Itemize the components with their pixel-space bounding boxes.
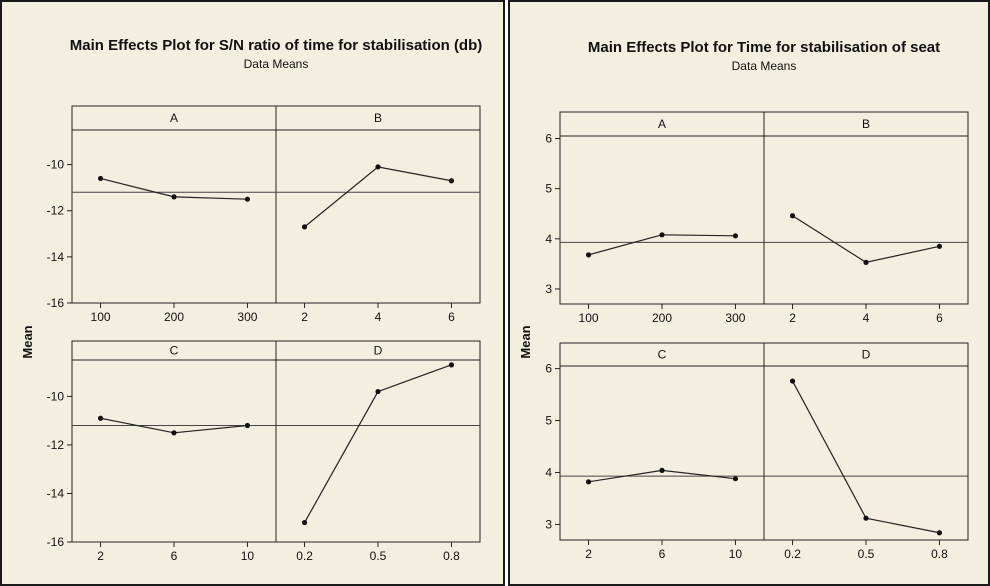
- x-tick-label: 0.8: [931, 547, 948, 561]
- chart-panel-sn-ratio: Main Effects Plot for S/N ratio of time …: [0, 0, 505, 586]
- panel-frame-D: [275, 359, 481, 543]
- y-axis-label: Mean: [518, 325, 533, 358]
- y-tick-label: -10: [47, 158, 65, 172]
- y-tick-label: -14: [47, 250, 65, 264]
- x-tick-label: 6: [659, 547, 666, 561]
- chart-time-svg: Main Effects Plot for Time for stabilisa…: [518, 39, 969, 561]
- series-line-D: [304, 364, 452, 523]
- data-point-C-2: [659, 467, 665, 473]
- data-point-C-1: [585, 479, 592, 485]
- series-line-A: [588, 234, 736, 256]
- data-point-A-2: [171, 194, 177, 200]
- panel-frame-B: [763, 135, 969, 305]
- data-point-A-3: [732, 233, 739, 239]
- panel-frame-B: [275, 129, 481, 304]
- data-point-A-1: [97, 175, 104, 182]
- chart-panel-time: Main Effects Plot for Time for stabilisa…: [508, 0, 990, 586]
- chart-subtitle: Data Means: [732, 59, 797, 73]
- data-point-D-3: [448, 362, 455, 368]
- data-point-B-1: [789, 213, 796, 219]
- panel-strip-label: A: [658, 117, 666, 131]
- y-tick-label: 6: [545, 362, 552, 376]
- data-point-B-1: [301, 224, 308, 230]
- panel-frame-C: [559, 365, 765, 541]
- data-point-C-2: [171, 430, 177, 436]
- y-tick-label: 5: [545, 414, 552, 428]
- x-tick-label: 2: [585, 547, 592, 561]
- data-point-D-1: [789, 378, 796, 384]
- y-tick-label: 4: [545, 465, 552, 479]
- data-point-A-3: [244, 196, 251, 202]
- x-tick-label: 2: [301, 310, 308, 324]
- y-tick-label: 4: [545, 232, 552, 246]
- x-tick-label: 0.2: [296, 549, 313, 563]
- data-point-B-2: [375, 164, 381, 170]
- x-tick-label: 10: [241, 549, 255, 563]
- panel-frame-A: [71, 129, 277, 304]
- y-tick-label: -10: [47, 389, 65, 403]
- chart-subtitle: Data Means: [244, 57, 309, 71]
- x-tick-label: 0.5: [370, 549, 387, 563]
- y-tick-label: 3: [545, 517, 552, 531]
- chart-title: Main Effects Plot for S/N ratio of time …: [70, 37, 483, 54]
- series-line-B: [304, 166, 452, 228]
- x-tick-label: 300: [237, 310, 257, 324]
- x-tick-label: 6: [171, 549, 178, 563]
- x-tick-label: 10: [729, 547, 743, 561]
- x-tick-label: 200: [164, 310, 184, 324]
- x-tick-label: 4: [375, 310, 382, 324]
- data-point-B-2: [863, 259, 869, 265]
- data-point-A-2: [659, 232, 665, 238]
- y-tick-label: 6: [545, 132, 552, 146]
- panel-strip-label: B: [374, 111, 382, 125]
- panel-strip-label: B: [862, 117, 870, 131]
- y-tick-label: -14: [47, 486, 65, 500]
- chart-title: Main Effects Plot for Time for stabilisa…: [588, 39, 940, 56]
- panel-strip-label: D: [374, 344, 383, 358]
- data-point-B-3: [936, 243, 943, 249]
- panel-strip-label: A: [170, 111, 178, 125]
- data-point-D-2: [863, 515, 869, 521]
- x-tick-label: 100: [579, 311, 599, 325]
- x-tick-label: 2: [97, 549, 104, 563]
- data-point-A-1: [585, 252, 592, 258]
- panel-strip-label: D: [862, 348, 871, 362]
- data-point-C-3: [244, 422, 251, 429]
- panel-strip-label: C: [658, 348, 667, 362]
- x-tick-label: 6: [936, 311, 943, 325]
- x-tick-label: 4: [863, 311, 870, 325]
- y-tick-label: -16: [47, 535, 65, 549]
- y-tick-label: 5: [545, 182, 552, 196]
- y-tick-label: -16: [47, 296, 65, 310]
- x-tick-label: 200: [652, 311, 672, 325]
- data-point-D-3: [936, 530, 943, 536]
- data-point-D-1: [301, 519, 308, 526]
- x-tick-label: 0.8: [443, 549, 460, 563]
- panel-frame-D: [763, 365, 969, 541]
- y-tick-label: -12: [47, 204, 65, 218]
- x-tick-label: 2: [789, 311, 796, 325]
- x-tick-label: 100: [91, 310, 111, 324]
- series-line-B: [792, 215, 940, 264]
- x-tick-label: 6: [448, 310, 455, 324]
- series-line-D: [792, 380, 940, 534]
- chart-sn-ratio-svg: Main Effects Plot for S/N ratio of time …: [20, 37, 483, 563]
- data-point-D-2: [375, 388, 381, 395]
- x-tick-label: 300: [725, 311, 745, 325]
- data-point-B-3: [448, 178, 455, 184]
- y-tick-label: 3: [545, 282, 552, 296]
- panel-strip-label: C: [170, 344, 179, 358]
- panel-frame-A: [559, 135, 765, 305]
- data-point-C-1: [97, 415, 104, 421]
- y-tick-label: -12: [47, 438, 65, 452]
- panel-frame-C: [71, 359, 277, 543]
- y-axis-label: Mean: [20, 325, 35, 358]
- data-point-C-3: [732, 476, 739, 482]
- x-tick-label: 0.5: [858, 547, 875, 561]
- x-tick-label: 0.2: [784, 547, 801, 561]
